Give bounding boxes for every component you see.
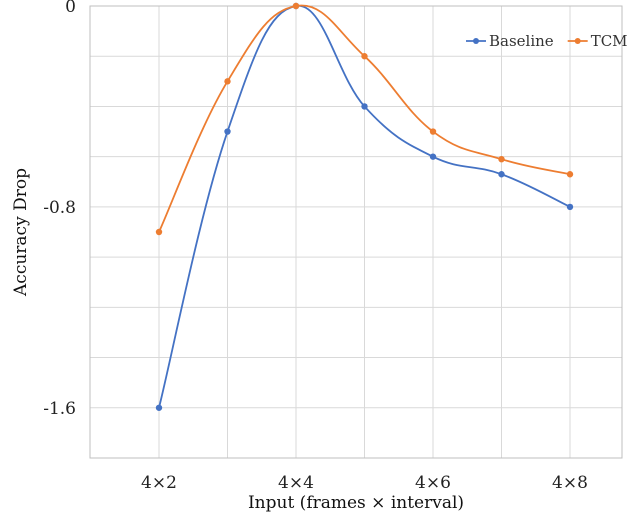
data-point-tcm [292,2,300,10]
data-point-tcm [429,128,437,135]
legend-swatch-marker [473,38,479,44]
series-line-baseline [158,5,571,408]
x-tick-label: 4×6 [415,473,451,493]
series-line-tcm [158,4,571,233]
x-tick-label: 4×8 [552,473,588,493]
legend-item-baseline: Baseline [466,32,554,50]
grid [90,5,622,459]
y-axis-title: Accuracy Drop [11,168,31,297]
y-axis-ticks: 0 -0.8 -1.6 [43,0,76,419]
legend: Baseline TCM [466,32,628,50]
data-point-baseline [155,404,163,411]
legend-swatch-marker [574,38,581,44]
series-tcm [155,2,574,236]
legend-label: TCM [591,32,628,50]
data-point-baseline [224,128,231,135]
data-point-baseline [566,203,574,211]
data-point-baseline [498,171,505,178]
x-tick-label: 4×2 [141,473,177,493]
data-point-tcm [224,78,231,85]
data-point-tcm [155,228,163,236]
y-tick-label: 0 [65,0,76,17]
data-point-tcm [566,171,574,178]
data-point-tcm [361,53,368,60]
y-tick-label: -0.8 [43,198,76,218]
series-layer [155,2,574,411]
y-tick-label: -1.6 [43,399,76,419]
x-tick-label: 4×4 [278,473,314,493]
x-axis-ticks: 4×2 4×4 4×6 4×8 [141,473,588,493]
x-axis-title: Input (frames × interval) [248,493,464,513]
data-point-baseline [361,103,368,110]
plot-frame [89,5,623,459]
legend-item-tcm: TCM [567,32,628,50]
data-point-baseline [429,153,437,160]
legend-label: Baseline [489,32,554,50]
data-point-tcm [498,155,505,163]
